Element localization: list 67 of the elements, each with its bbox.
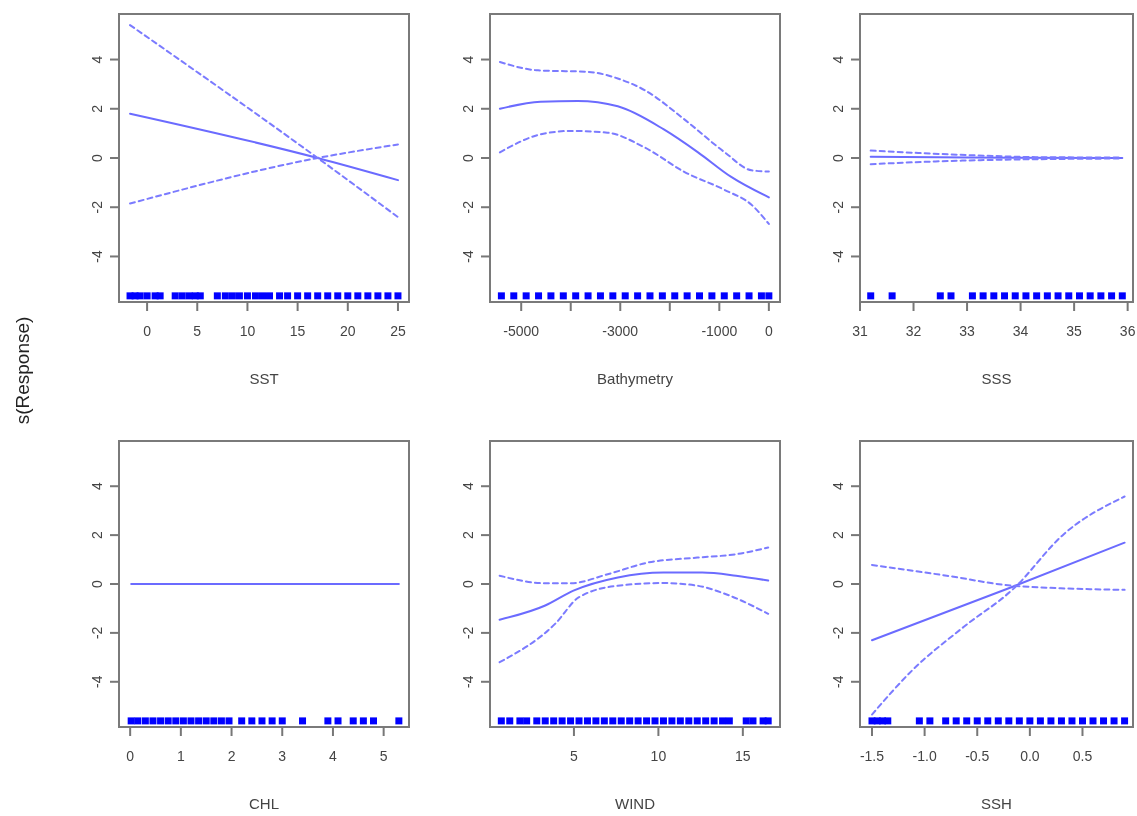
x-tick-label: 0.0: [1020, 748, 1040, 764]
y-tick-label: 4: [460, 55, 476, 64]
y-tick-label: 0: [89, 153, 105, 162]
x-tick-label: 0.5: [1072, 748, 1093, 764]
x-tick-label: -1000: [701, 323, 738, 339]
x-tick-label: 1: [176, 748, 185, 764]
y-tick-label: -4: [830, 675, 846, 688]
x-tick-label: -3000: [602, 323, 639, 339]
x-tick-label: 25: [390, 323, 406, 339]
y-tick-label: 2: [460, 104, 476, 113]
x-tick-label: 5: [570, 748, 579, 764]
y-tick-label: 0: [460, 153, 476, 162]
y-tick-label: 2: [460, 531, 476, 540]
y-tick-label: -2: [830, 626, 846, 640]
x-tick-label: 2: [227, 748, 236, 764]
x-tick-label: -5000: [503, 323, 540, 339]
x-tick-label: 15: [735, 748, 751, 764]
y-tick-label: -2: [89, 200, 105, 214]
x-tick-label: -1.5: [859, 748, 885, 764]
y-tick-label: -4: [89, 675, 105, 688]
x-axis-title: SST: [249, 370, 279, 387]
x-axis-title: CHL: [248, 795, 280, 812]
x-tick-label: 15: [289, 323, 306, 339]
x-tick-label: 10: [650, 748, 667, 764]
y-tick-label: -2: [830, 200, 846, 214]
y-tick-label: 4: [89, 482, 105, 491]
y-tick-label: 2: [830, 531, 846, 540]
y-tick-label: -2: [89, 626, 105, 640]
x-tick-label: 31: [852, 323, 868, 339]
x-axis-title: WIND: [615, 795, 656, 812]
y-tick-label: 0: [89, 579, 105, 588]
x-tick-label: 33: [959, 323, 976, 339]
x-tick-label: 34: [1012, 323, 1029, 339]
y-tick-label: 2: [830, 104, 846, 113]
y-axis-title: s(Response): [11, 316, 33, 425]
x-axis-title: SSH: [981, 795, 1012, 812]
y-tick-label: 4: [460, 482, 476, 491]
x-tick-label: -0.5: [965, 748, 990, 764]
y-tick-label: 0: [830, 153, 846, 162]
x-tick-label: 10: [239, 323, 256, 339]
x-axis-title: SSS: [981, 370, 1012, 387]
x-axis-title: Bathymetry: [597, 370, 674, 387]
x-tick-label: 0: [126, 748, 135, 764]
x-tick-label: 5: [193, 323, 202, 339]
y-tick-label: 4: [830, 55, 846, 64]
y-tick-label: 0: [830, 579, 846, 588]
y-tick-label: -4: [460, 250, 476, 263]
x-tick-label: 3: [278, 748, 287, 764]
x-tick-label: 20: [340, 323, 356, 339]
x-tick-label: 0: [143, 323, 152, 339]
y-tick-label: -2: [460, 200, 476, 214]
x-tick-label: 36: [1119, 323, 1136, 339]
y-tick-label: 4: [89, 55, 105, 64]
x-tick-label: 5: [379, 748, 388, 764]
y-tick-label: 2: [89, 104, 105, 113]
x-tick-label: 32: [905, 323, 922, 339]
x-tick-label: -1.0: [912, 748, 937, 764]
y-tick-label: -4: [460, 675, 476, 688]
y-tick-label: -4: [89, 250, 105, 263]
y-tick-label: -2: [460, 626, 476, 640]
x-tick-label: 0: [764, 323, 773, 339]
x-tick-label: 4: [329, 748, 338, 764]
x-tick-label: 35: [1066, 323, 1083, 339]
y-tick-label: -4: [830, 250, 846, 263]
y-tick-label: 0: [460, 579, 476, 588]
y-tick-label: 4: [830, 482, 846, 491]
y-tick-label: 2: [89, 531, 105, 540]
